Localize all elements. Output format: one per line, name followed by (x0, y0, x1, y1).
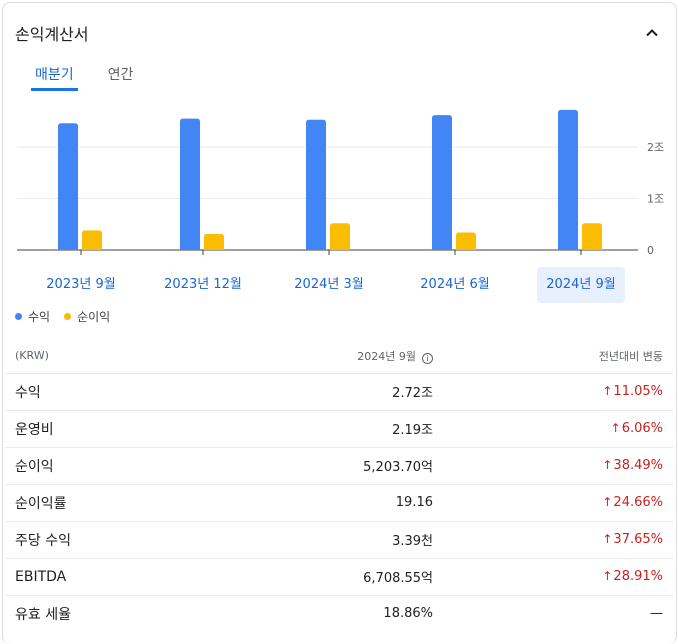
legend-item-net-income: 순이익 (64, 308, 110, 325)
header-currency: (KRW) (15, 349, 49, 363)
chevron-up-icon (646, 29, 658, 37)
chart-legend: 수익 순이익 (15, 308, 110, 325)
table-row: 운영비 2.19조 ↑6.06% (5, 409, 673, 447)
bar-revenue (558, 109, 578, 250)
row-value: 19.16 (253, 483, 443, 521)
row-label: 수익 (5, 372, 253, 410)
bar-net-income (330, 223, 350, 250)
row-label: 주당 수익 (5, 520, 253, 558)
row-change: ↑6.06% (443, 409, 673, 447)
row-change: — (443, 594, 673, 632)
row-value: 2.72조 (253, 372, 443, 410)
table-header-row: (KRW) 2024년 9월 i 전년대비 변동 (5, 339, 673, 373)
quarter-selector: 2023년 9월 2023년 12월 2024년 3월 2024년 6월 2024년 9… (3, 267, 676, 303)
info-icon[interactable]: i (422, 352, 433, 364)
quarter-button[interactable]: 2024년 6월 (420, 277, 490, 292)
arrow-up-icon: ↑ (602, 569, 613, 583)
row-change-value: — (650, 606, 663, 622)
header-period-label: 2024년 9월 (357, 349, 416, 363)
bar-net-income (456, 232, 476, 250)
y-tick-label: 1조 (647, 193, 664, 206)
quarter-button[interactable]: 2024년 3월 (294, 277, 364, 292)
tab-quarterly[interactable]: 매분기 (31, 65, 78, 91)
bar-net-income (204, 234, 224, 250)
table-row: 순이익 5,203.70억 ↑38.49% (5, 446, 673, 484)
quarter-button[interactable]: 2023년 9월 (46, 277, 116, 292)
y-tick-label: 0 (647, 244, 654, 257)
table-row: 순이익률 19.16 ↑24.66% (5, 483, 673, 521)
bar-revenue (58, 123, 78, 250)
financial-table: (KRW) 2024년 9월 i 전년대비 변동 수익 2.72조 ↑11.05% 운영… (5, 339, 673, 632)
legend-swatch-net-income (64, 313, 72, 320)
arrow-up-icon: ↑ (610, 421, 621, 435)
row-change-value: 28.91% (613, 569, 663, 584)
table-row: 수익 2.72조 ↑11.05% (5, 372, 673, 410)
legend-item-revenue: 수익 (15, 308, 50, 325)
row-value: 3.39천 (253, 520, 443, 558)
bar-revenue (432, 115, 452, 250)
arrow-up-icon: ↑ (602, 458, 613, 472)
row-change: ↑37.65% (443, 520, 673, 558)
row-change-value: 11.05% (613, 384, 663, 399)
row-label: 순이익률 (5, 483, 253, 521)
row-change: ↑28.91% (443, 557, 673, 595)
legend-label-revenue: 수익 (28, 310, 51, 324)
header-change: 전년대비 변동 (598, 349, 663, 363)
table-row: 유효 세율 18.86% — (5, 594, 673, 632)
row-label: 운영비 (5, 409, 253, 447)
bar-net-income (582, 223, 602, 250)
row-change-value: 38.49% (613, 458, 663, 473)
legend-swatch-revenue (15, 313, 22, 320)
row-label: 순이익 (5, 446, 253, 484)
arrow-up-icon: ↑ (602, 495, 613, 509)
row-change-value: 24.66% (613, 495, 663, 510)
period-tabs: 매분기 연간 (31, 65, 137, 91)
row-value: 2.19조 (253, 409, 443, 447)
bar-revenue (180, 118, 200, 250)
bar-net-income (82, 230, 102, 250)
arrow-up-icon: ↑ (602, 532, 613, 546)
row-change: ↑11.05% (443, 372, 673, 410)
card-title: 손익계산서 (15, 25, 89, 44)
header-period: 2024년 9월 i (253, 339, 443, 373)
row-change-value: 37.65% (613, 532, 663, 547)
quarter-button[interactable]: 2024년 9월 (537, 267, 625, 303)
collapse-button[interactable] (642, 23, 662, 43)
row-value: 5,203.70억 (253, 446, 443, 484)
legend-label-net-income: 순이익 (77, 310, 111, 324)
row-label: 유효 세율 (5, 594, 253, 632)
row-change-value: 6.06% (621, 421, 663, 436)
table-row: 주당 수익 3.39천 ↑37.65% (5, 520, 673, 558)
row-value: 18.86% (253, 594, 443, 632)
row-change: ↑24.66% (443, 483, 673, 521)
arrow-up-icon: ↑ (602, 384, 613, 398)
quarter-button[interactable]: 2023년 12월 (164, 277, 242, 292)
table-row: EBITDA 6,708.55억 ↑28.91% (5, 557, 673, 595)
row-value: 6,708.55억 (253, 557, 443, 595)
row-label: EBITDA (5, 557, 253, 595)
tab-annual[interactable]: 연간 (107, 67, 134, 83)
row-change: ↑38.49% (443, 446, 673, 484)
y-tick-label: 2조 (647, 141, 664, 154)
revenue-chart: 0 1조 2조 (17, 109, 664, 257)
bar-revenue (306, 119, 326, 250)
